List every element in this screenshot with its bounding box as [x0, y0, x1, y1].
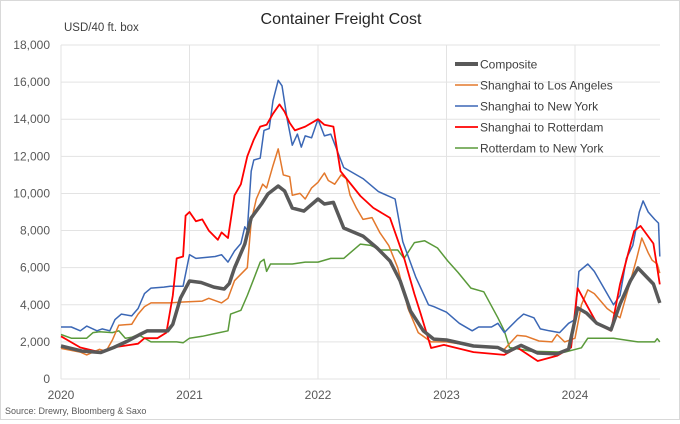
tick-labels: 0 2,000 4,000 6,000 8,000 10,000 12,000 14,000 1… — [13, 38, 588, 402]
legend-label: Shanghai to Los Angeles — [480, 79, 613, 93]
y-tick-label: 16,000 — [13, 75, 50, 89]
y-tick-label: 4,000 — [20, 298, 50, 312]
y-tick-label: 14,000 — [13, 112, 50, 126]
x-tick-label: 2023 — [433, 388, 460, 402]
legend-label: Rotterdam to New York — [480, 142, 604, 156]
x-tick-label: 2021 — [176, 388, 203, 402]
legend-label: Shanghai to Rotterdam — [480, 121, 603, 135]
source-note: Source: Drewry, Bloomberg & Saxo — [5, 406, 146, 416]
y-tick-label: 18,000 — [13, 38, 50, 52]
x-tick-label: 2020 — [48, 388, 75, 402]
legend: Composite Shanghai to Los Angeles Shanghai… — [455, 58, 613, 156]
y-tick-label: 0 — [43, 372, 50, 386]
y-tick-label: 12,000 — [13, 149, 50, 163]
x-tick-label: 2024 — [562, 388, 589, 402]
chart-title: Container Freight Cost — [261, 11, 423, 28]
gridlines — [60, 44, 660, 380]
legend-label: Shanghai to New York — [480, 100, 599, 114]
legend-label: Composite — [480, 58, 538, 72]
y-tick-label: 2,000 — [20, 335, 50, 349]
y-tick-label: 10,000 — [13, 186, 50, 200]
x-tick-label: 2022 — [305, 388, 332, 402]
series-lines — [60, 79, 662, 362]
y-tick-label: 6,000 — [20, 261, 50, 275]
series-line-composite — [60, 184, 662, 356]
series-line-shanghai-to-los-angeles — [60, 148, 661, 356]
y-tick-label: 8,000 — [20, 224, 50, 238]
y-axis-label: USD/40 ft. box — [64, 22, 139, 34]
series-line-shanghai-to-new-york — [61, 79, 661, 334]
